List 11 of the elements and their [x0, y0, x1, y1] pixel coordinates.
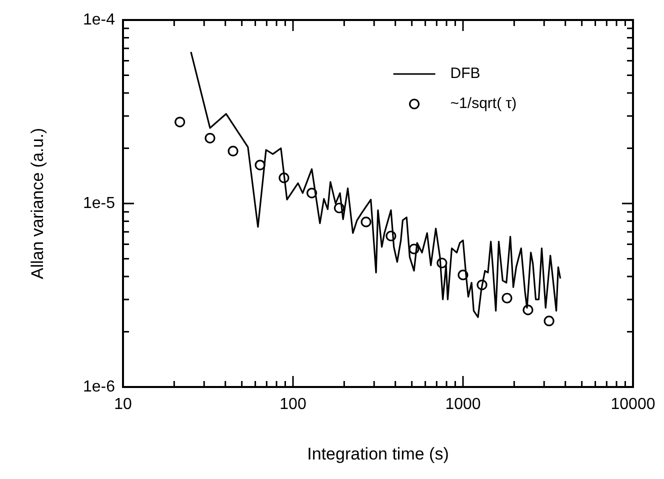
x-axis-title: Integration time (s) — [307, 444, 449, 464]
y-tick-label: 1e-6 — [82, 378, 116, 396]
x-tick-label: 100 — [280, 396, 306, 414]
y-tick-label: 1e-5 — [82, 194, 116, 212]
legend-label: DFB — [450, 65, 480, 82]
x-tick-label: 1000 — [445, 396, 481, 414]
y-tick-label: 1e-4 — [82, 11, 116, 28]
y-axis-title: Allan variance (a.u.) — [28, 128, 47, 280]
legend-label: ~1/sqrt( τ) — [450, 95, 517, 112]
x-tick-label: 10 — [114, 396, 132, 414]
x-tick-label: 10000 — [610, 396, 656, 414]
